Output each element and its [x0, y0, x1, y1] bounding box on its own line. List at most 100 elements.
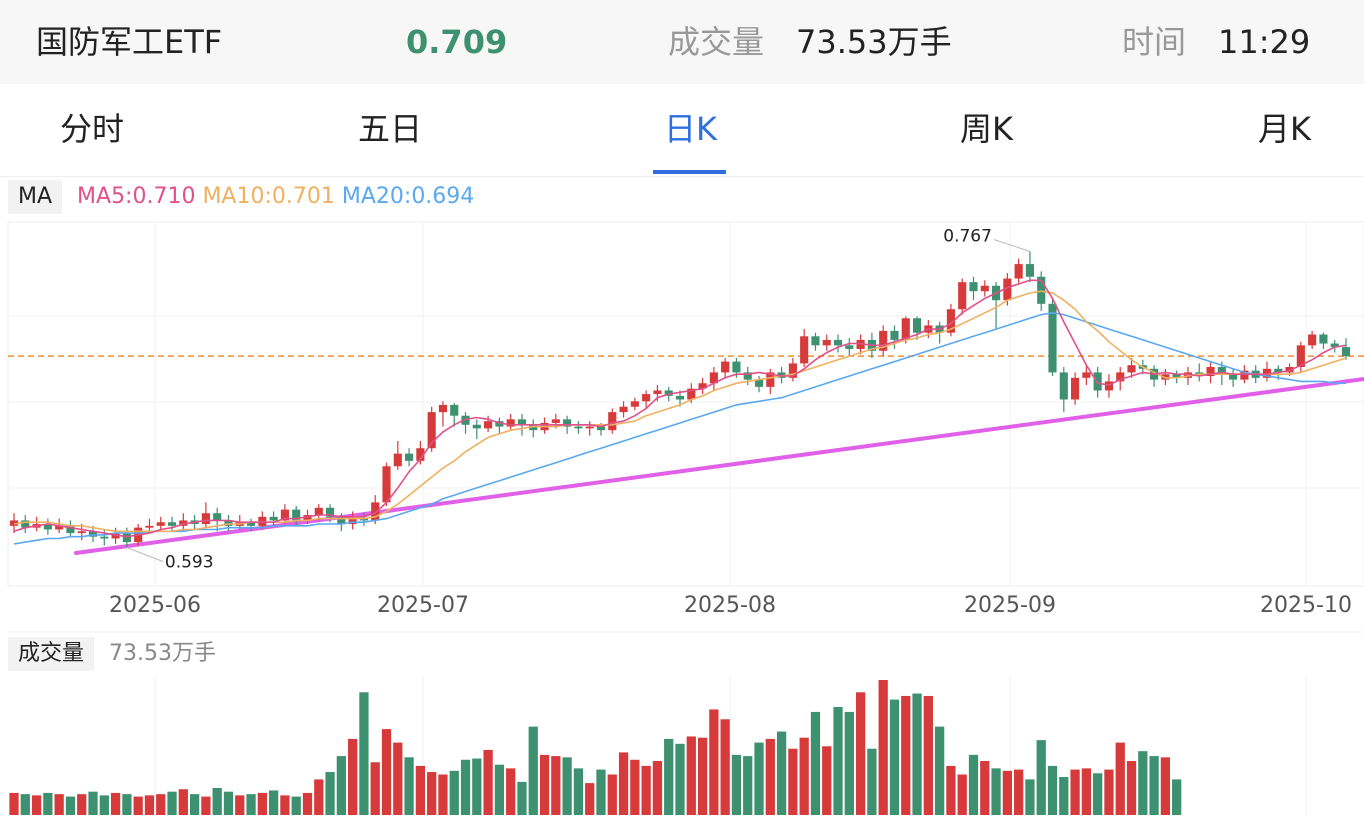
ma-tag[interactable]: MA — [8, 180, 63, 214]
volume-bar — [302, 792, 313, 815]
volume-bar — [404, 757, 414, 815]
candle-body — [450, 404, 459, 416]
candle-body — [269, 516, 278, 521]
candle-body — [1229, 374, 1238, 380]
candle-body — [574, 426, 583, 429]
candle-body — [721, 361, 730, 373]
candle-body — [326, 507, 335, 517]
volume-bar — [370, 762, 380, 815]
candle-body — [382, 466, 391, 503]
candle-body — [608, 412, 617, 431]
volume-bar — [133, 796, 143, 815]
volume-bar — [1093, 773, 1103, 815]
candle-body — [653, 390, 662, 395]
volume-bars — [9, 680, 1182, 815]
candle-body — [596, 426, 606, 431]
volume-bar — [596, 769, 606, 815]
x-tick-label: 2025-08 — [684, 593, 776, 618]
x-tick-label: 2025-09 — [964, 593, 1056, 618]
quote-header: 国防军工ETF 0.709 成交量 73.53万手 时间 11:29 — [0, 0, 1364, 84]
candle-body — [405, 453, 414, 461]
candle-body — [359, 518, 368, 521]
volume-bar — [122, 794, 132, 815]
candle-body — [258, 516, 267, 526]
candle-body — [1037, 276, 1046, 304]
volume-bar — [99, 795, 109, 815]
volume-bar — [325, 772, 335, 815]
ma5-value: MA5:0.710 — [77, 184, 196, 209]
candle-body — [66, 525, 75, 534]
volume-bar — [449, 770, 459, 815]
candle-body — [1183, 372, 1193, 378]
tab-intraday[interactable]: 分时 — [60, 110, 125, 148]
period-tabs: 分时 五日 日K 周K 月K — [0, 84, 1364, 177]
candle-body — [280, 509, 289, 521]
candle-body — [213, 513, 222, 521]
candle-body — [201, 513, 210, 525]
candle-body — [517, 419, 527, 425]
volume-bar — [31, 795, 42, 815]
volume-bar — [968, 754, 979, 815]
candle-body — [438, 404, 448, 413]
candle-body — [1319, 334, 1328, 344]
candle-body — [314, 507, 323, 516]
tab-weekly-k[interactable]: 周K — [960, 110, 1013, 148]
candle-body — [9, 520, 19, 526]
volume-bar — [460, 759, 471, 815]
candle-body — [461, 415, 470, 425]
high-marker-label: 0.767 — [943, 226, 992, 246]
tab-daily-k[interactable]: 日K — [664, 110, 717, 148]
candle-body — [1071, 377, 1080, 400]
volume-bar — [934, 726, 945, 815]
candle-body — [1104, 381, 1114, 391]
volume-bar — [268, 790, 279, 815]
candle-body — [100, 536, 109, 539]
volume-bar — [720, 719, 730, 815]
volume-tag[interactable]: 成交量 — [8, 637, 95, 671]
ma10-line — [13, 290, 1347, 533]
candle-body — [664, 390, 673, 396]
volume-bar — [980, 761, 990, 815]
volume-bar — [923, 695, 933, 815]
volume-bar — [607, 774, 617, 815]
candle-body — [901, 318, 910, 340]
volume-bar — [946, 765, 956, 815]
tab-monthly-k[interactable]: 月K — [1258, 110, 1311, 148]
candle-body — [111, 533, 120, 539]
volume-bar — [1115, 742, 1125, 815]
ma-legend: MA MA5:0.710 MA10:0.701 MA20:0.694 — [8, 180, 474, 214]
volume-bar — [743, 756, 753, 815]
volume-bar — [438, 774, 448, 815]
volume-bar — [381, 729, 392, 815]
volume-bar — [336, 756, 346, 815]
volume-bar — [641, 765, 651, 815]
volume-bar — [1138, 751, 1148, 815]
active-tab-indicator — [653, 170, 726, 174]
x-tick-label: 2025-06 — [109, 593, 201, 618]
volume-bar — [878, 680, 888, 815]
volume-bar — [1172, 779, 1182, 815]
tab-five-day[interactable]: 五日 — [358, 110, 423, 148]
volume-bar — [483, 749, 493, 815]
candle-body — [675, 395, 685, 400]
volume-bar — [867, 748, 877, 815]
volume-bar — [415, 765, 426, 815]
candle-body — [1025, 264, 1034, 277]
volume-bar — [314, 779, 324, 815]
candle-body — [416, 448, 425, 461]
candle-body — [1048, 303, 1057, 373]
candle-body — [1003, 278, 1012, 301]
volume-bar — [427, 772, 437, 815]
volume-bar — [494, 764, 505, 815]
volume-bar — [765, 738, 775, 815]
candle-body — [1274, 368, 1283, 373]
candle-body — [687, 388, 696, 400]
candle-body — [709, 372, 718, 384]
candle-body — [371, 502, 380, 521]
volume-bar — [506, 768, 516, 815]
ma20-line — [13, 311, 1346, 545]
volume-bar — [167, 791, 177, 815]
volume-bar — [855, 692, 866, 815]
volume-bar — [652, 761, 663, 815]
